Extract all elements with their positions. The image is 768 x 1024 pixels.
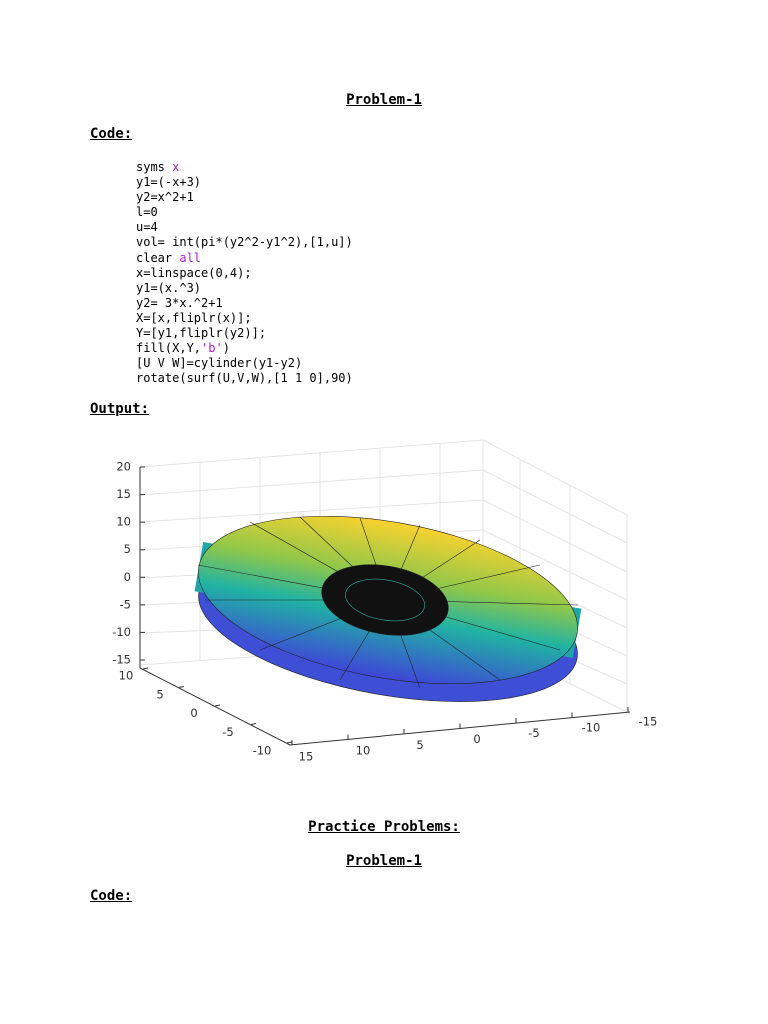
code-keyword: x [172,160,180,174]
code-text: clear [136,250,180,265]
y-tick [286,741,293,744]
z-tick-label: 10 [116,515,131,529]
y-tick-label: -5 [222,725,233,739]
title: Problem-1 [346,92,422,108]
code-text: fill(X,Y, [136,341,202,356]
code-text: u=4 [136,220,158,235]
y-tick [214,704,221,707]
code-text: ) [222,341,230,356]
z-tick-label: 15 [116,487,131,501]
code-line: Y=[y1,fliplr(y2)]; [136,326,353,341]
surface [194,515,582,702]
code-text: y1=(-x+3) [136,175,202,190]
practice-problem-title: Problem-1 [346,853,422,869]
y-tick-label: 0 [190,706,197,720]
z-tick-label: 20 [116,460,131,474]
code-text: l=0 [136,205,158,220]
code-line: rotate(surf(U,V,W),[1 1 0],90) [136,371,353,386]
y-tick-label: 10 [119,669,134,683]
code-line: vol= int(pi*(y2^2-y1^2),[1,u]) [136,235,353,250]
x-tick-label: 5 [416,738,423,752]
code-line: y2=x^2+1 [136,190,353,205]
z-tick-label: -15 [112,653,131,667]
code-line: l=0 [136,205,353,220]
y-tick-label: 5 [156,687,163,701]
x-tick-label: 15 [299,750,314,764]
x-tick-label: 10 [356,744,371,758]
code-line: syms x [136,160,353,175]
code-line: u=4 [136,220,353,235]
output-heading: Output: [90,401,150,417]
x-tick-label: -10 [582,720,601,734]
y-tick [178,686,185,688]
plot: 20 15 10 5 0 -5 -10 -15 10 5 0 -5 -10 15 10 5 0 -5 -10 -15 [112,439,658,764]
code-text: [U V W]=cylinder(y1-y2) [136,356,303,371]
code-text: rotate(surf(U,V,W),[1 1 0],90) [136,371,353,386]
code-line: x=linspace(0,4); [136,266,353,281]
code-block: syms x y1=(-x+3) y2=x^2+1 l=0 u=4 vol= int(pi… [136,160,353,386]
x-tick-label: -15 [639,715,658,729]
code-text: y1=(x.^3) [136,280,202,295]
z-tick-label: -10 [112,625,131,639]
y-tick [142,667,149,670]
code-line: X=[x,fliplr(x)]; [136,311,353,326]
code-text: x=linspace(0,4); [136,265,252,280]
y-tick-label: -10 [253,744,272,758]
y-tick [250,723,257,725]
x-tick-label: -5 [528,726,539,740]
code-text: Y=[y1,fliplr(y2)]; [136,326,267,341]
code-keyword: 'b' [201,341,223,356]
code-text: X=[x,fliplr(x)]; [136,310,252,325]
x-tick-label: 0 [473,732,480,746]
code-text: vol= int(pi*(y2^2-y1^2),[1,u]) [136,235,353,250]
practice-heading: Practice Problems: [308,819,460,835]
z-tick-label: 5 [124,542,131,556]
code-line: y2= 3*x.^2+1 [136,296,353,311]
z-tick-label: -5 [120,597,131,611]
code-keyword: all [179,250,202,265]
code-text: syms [136,160,173,174]
code-line: y1=(-x+3) [136,175,353,190]
code-heading: Code: [90,126,133,142]
code-line: [U V W]=cylinder(y1-y2) [136,356,353,371]
code-text: y2= 3*x.^2+1 [136,295,223,310]
code-line: fill(X,Y,'b') [136,341,353,356]
z-tick-label: 0 [124,570,131,584]
practice-code-heading: Code: [90,888,133,904]
code-line: clear all [136,251,353,266]
code-line: y1=(x.^3) [136,281,353,296]
code-text: y2=x^2+1 [136,190,194,205]
